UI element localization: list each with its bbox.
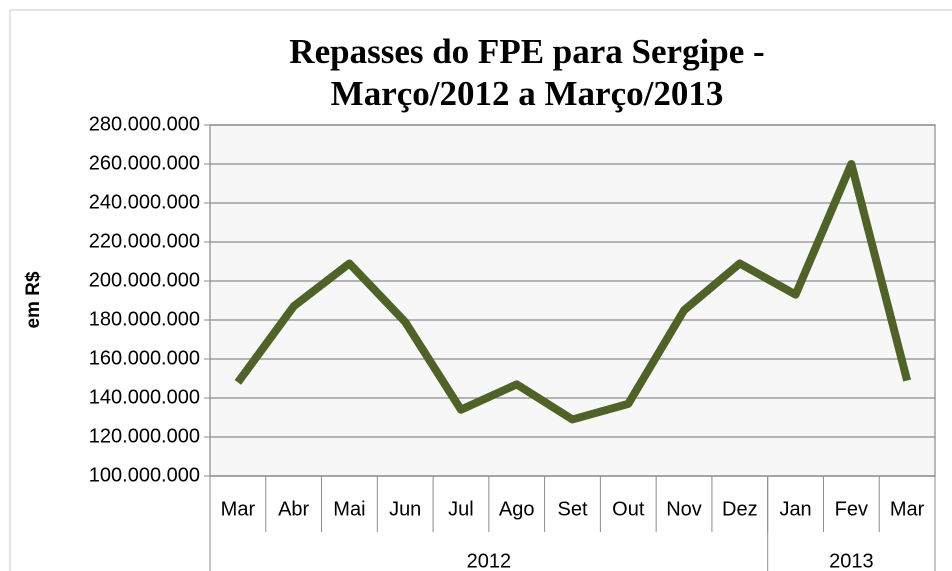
group-label: 2012 (467, 550, 512, 571)
x-tick-label: Mar (890, 498, 925, 520)
chart-title: Março/2012 a Março/2013 (331, 74, 724, 113)
x-tick-label: Mar (221, 498, 256, 520)
x-tick-label: Nov (666, 498, 702, 520)
group-label: 2013 (829, 550, 874, 571)
data-line (234, 160, 911, 424)
x-tick-label: Mai (333, 498, 365, 520)
y-tick-label: 260.000.000 (89, 152, 200, 174)
y-tick-label: 240.000.000 (89, 191, 200, 213)
y-tick-label: 220.000.000 (89, 230, 200, 252)
y-tick-label: 280.000.000 (89, 113, 200, 135)
x-tick-label: Jul (448, 498, 474, 520)
x-tick-label: Out (612, 498, 645, 520)
y-tick-label: 100.000.000 (89, 464, 200, 486)
x-tick-label: Abr (278, 498, 309, 520)
x-tick-label: Jun (389, 498, 421, 520)
y-axis-label: em R$ (23, 271, 44, 328)
x-tick-label: Dez (722, 498, 758, 520)
x-tick-label: Fev (835, 498, 868, 520)
y-tick-label: 160.000.000 (89, 347, 200, 369)
x-tick-label: Jan (779, 498, 811, 520)
x-tick-label: Set (557, 498, 587, 520)
y-tick-label: 180.000.000 (89, 308, 200, 330)
x-tick-label: Ago (499, 498, 535, 520)
chart-title: Repasses do FPE para Sergipe - (289, 32, 764, 71)
y-tick-label: 200.000.000 (89, 269, 200, 291)
y-tick-label: 140.000.000 (89, 386, 200, 408)
y-tick-label: 120.000.000 (89, 425, 200, 447)
